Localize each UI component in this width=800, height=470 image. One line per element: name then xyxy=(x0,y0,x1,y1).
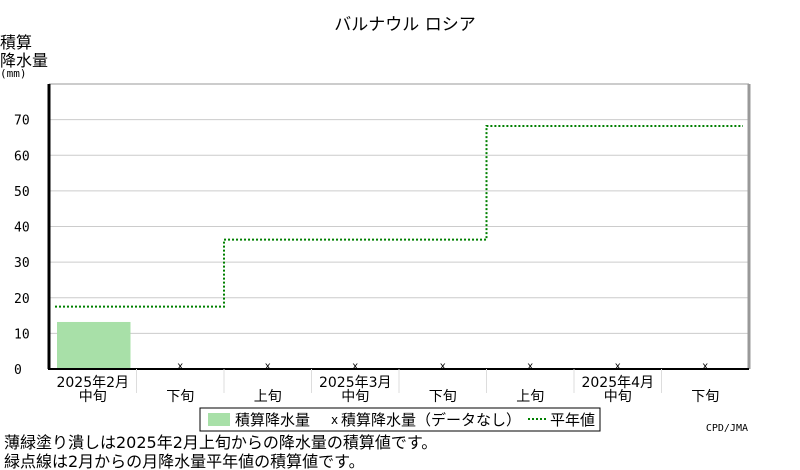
no-data-marker: x xyxy=(440,361,446,372)
legend-box xyxy=(199,407,601,432)
y-tick-label: 0 xyxy=(14,363,22,378)
bar xyxy=(57,321,131,369)
y-tick-label: 60 xyxy=(14,149,30,164)
credit: CPD/JMA xyxy=(706,423,748,434)
x-month-label: 2025年3月 xyxy=(319,375,392,391)
no-data-marker: x xyxy=(177,361,183,372)
legend-label-bar: 積算降水量 xyxy=(235,411,310,429)
bar-series xyxy=(57,321,131,369)
x-tick-label: 下旬 xyxy=(691,389,719,405)
y-tick-label: 50 xyxy=(14,185,30,200)
normal-step-series xyxy=(55,125,743,308)
legend-marker-x: x xyxy=(331,413,338,427)
y-axis-label-unit: (mm) xyxy=(0,67,27,80)
y-tick-labels: 0 10 20 30 40 50 60 70 xyxy=(14,114,30,378)
normal-step-line xyxy=(55,125,743,308)
legend-label-step: 平年値 xyxy=(550,411,595,429)
y-tick-label: 30 xyxy=(14,256,30,271)
x-tick-label: 中旬 xyxy=(604,389,632,405)
x-tick-label: 下旬 xyxy=(166,389,194,405)
y-tick-label: 10 xyxy=(14,327,30,342)
y-tick-label: 40 xyxy=(14,221,30,236)
note-line-1: 薄緑塗り潰しは2025年2月上旬からの降水量の積算値です。 xyxy=(4,433,437,452)
note-line-2: 緑点線は2月からの月降水量平年値の積算値です。 xyxy=(4,452,365,470)
x-month-label: 2025年4月 xyxy=(581,375,654,391)
legend-swatch-bar xyxy=(208,413,230,426)
grid xyxy=(49,119,749,334)
no-data-marker: x xyxy=(527,361,533,372)
legend-label-no-data: 積算降水量（データなし） xyxy=(341,411,521,429)
no-data-marker: x xyxy=(615,361,621,372)
x-tick-label: 下旬 xyxy=(429,389,457,405)
y-tick-label: 70 xyxy=(14,114,30,129)
x-tick-label: 上旬 xyxy=(516,389,544,405)
legend: 積算降水量 x 積算降水量（データなし） 平年値 xyxy=(199,407,601,432)
y-axis-label-line-2: 降水量 xyxy=(0,51,48,70)
no-data-marker: x xyxy=(265,361,271,372)
y-tick-label: 20 xyxy=(14,292,30,307)
x-tick-label: 中旬 xyxy=(341,389,369,405)
x-tick-label: 上旬 xyxy=(254,389,282,405)
x-tick-label: 中旬 xyxy=(79,389,107,405)
chart-title: バルナウル ロシア xyxy=(334,15,475,35)
no-data-marker: x xyxy=(352,361,358,372)
no-data-marker: x xyxy=(702,361,708,372)
x-month-label: 2025年2月 xyxy=(56,375,129,391)
y-axis-label-line-1: 積算 xyxy=(0,33,32,52)
